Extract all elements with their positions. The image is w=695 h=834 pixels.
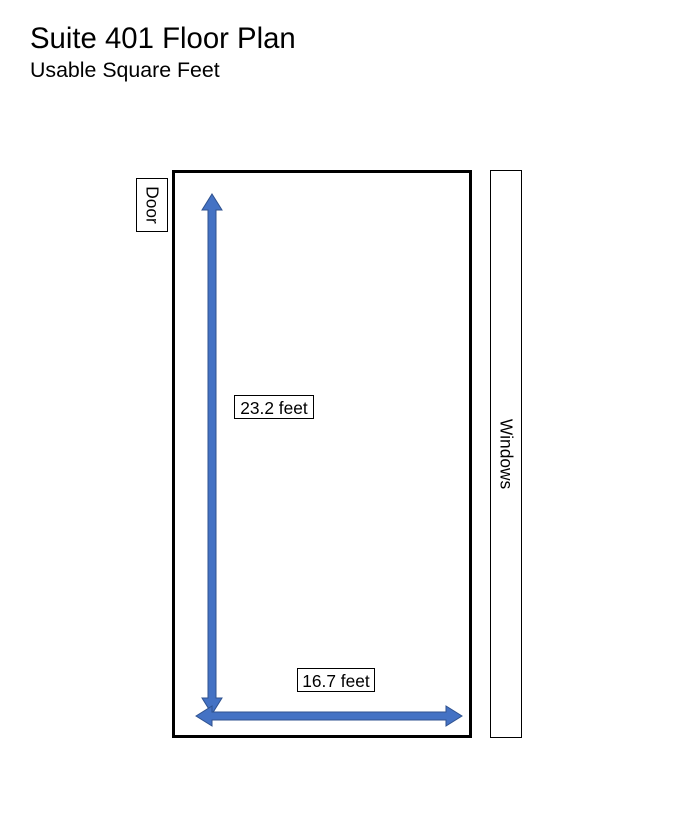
height-dimension-label: 23.2 feet: [234, 395, 314, 419]
height-arrow: [192, 174, 232, 734]
door-label: Door: [142, 186, 163, 224]
floor-plan-page: Suite 401 Floor Plan Usable Square Feet …: [0, 0, 695, 834]
windows-label: Windows: [496, 419, 517, 489]
width-arrow: [176, 696, 482, 736]
page-subtitle: Usable Square Feet: [30, 58, 220, 83]
page-title: Suite 401 Floor Plan: [30, 22, 296, 56]
width-dimension-label: 16.7 feet: [297, 668, 375, 692]
